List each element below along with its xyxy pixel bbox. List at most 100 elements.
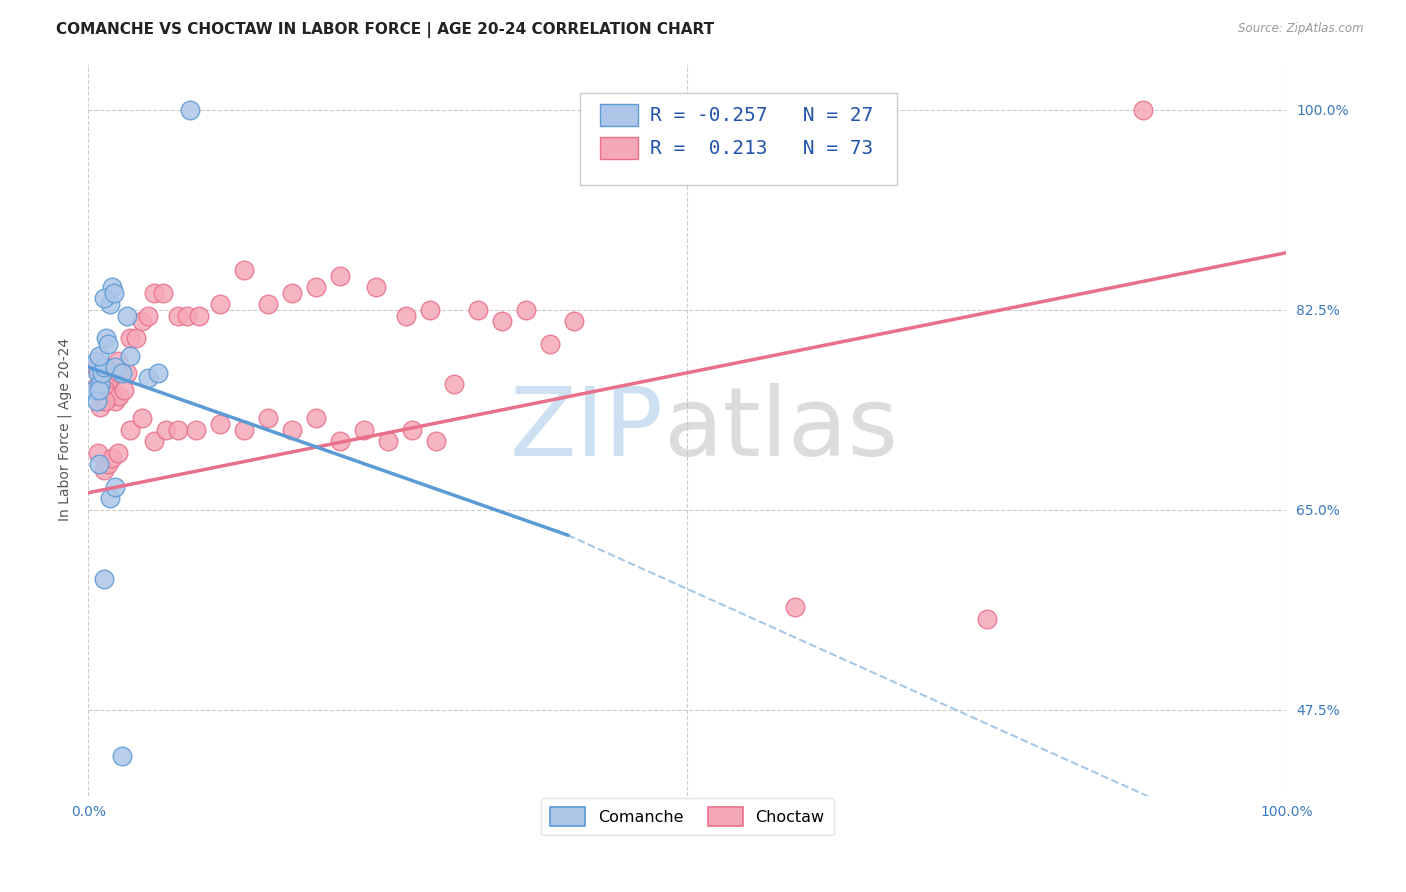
Point (785, 600, 807, 615)
Point (93, 292, 115, 306)
Point (104, 394, 127, 409)
Point (103, 285, 125, 300)
Point (562, 314, 585, 328)
Point (120, 331, 142, 345)
Point (131, 411, 153, 425)
Text: atlas: atlas (664, 384, 898, 476)
Point (104, 480, 127, 494)
Point (94, 394, 117, 409)
Point (120, 349, 142, 363)
Point (443, 377, 465, 392)
Point (112, 383, 135, 397)
Point (93, 359, 115, 374)
Point (91, 377, 114, 392)
Point (131, 314, 153, 328)
Point (664, 812, 686, 826)
Text: ZIP: ZIP (509, 384, 664, 476)
Point (152, 285, 174, 300)
Point (467, 302, 489, 317)
Point (515, 302, 537, 317)
Point (101, 451, 124, 466)
Point (101, 383, 124, 397)
Point (120, 423, 142, 437)
Point (257, 297, 280, 311)
Point (84, 354, 107, 368)
Point (419, 302, 441, 317)
Point (425, 434, 447, 449)
Point (176, 309, 198, 323)
Point (87, 366, 110, 380)
Point (98, 297, 121, 311)
Point (187, 309, 209, 323)
Point (688, 805, 710, 820)
Point (115, 309, 138, 323)
Point (155, 423, 177, 437)
Point (96, 389, 118, 403)
Point (377, 434, 399, 449)
Point (96, 377, 118, 392)
Text: R =  0.213   N = 73: R = 0.213 N = 73 (650, 138, 873, 158)
Point (305, 280, 328, 294)
Point (111, 366, 134, 380)
Point (1132, 103, 1154, 117)
Point (101, 280, 124, 294)
Text: Source: ZipAtlas.com: Source: ZipAtlas.com (1239, 22, 1364, 36)
Point (364, 280, 387, 294)
Point (98, 389, 121, 403)
Point (96, 337, 118, 351)
Point (93, 359, 115, 374)
Bar (600, 137, 638, 159)
Point (111, 748, 134, 763)
Point (107, 446, 129, 460)
Point (89, 377, 111, 392)
Point (87, 377, 110, 392)
Point (167, 309, 190, 323)
Point (401, 423, 423, 437)
Point (115, 366, 138, 380)
Point (98, 491, 121, 506)
Point (93, 463, 115, 477)
Point (281, 423, 304, 437)
Point (491, 314, 513, 328)
Point (233, 423, 256, 437)
Point (136, 371, 159, 385)
Point (329, 268, 352, 283)
Point (96, 457, 118, 471)
Point (83, 383, 105, 397)
Point (89, 366, 111, 380)
Point (281, 285, 304, 300)
Point (89, 349, 111, 363)
Point (90, 366, 112, 380)
Point (104, 359, 127, 374)
Point (146, 366, 169, 380)
Point (94, 383, 117, 397)
Text: COMANCHE VS CHOCTAW IN LABOR FORCE | AGE 20-24 CORRELATION CHART: COMANCHE VS CHOCTAW IN LABOR FORCE | AGE… (56, 22, 714, 38)
Point (167, 423, 190, 437)
Point (353, 423, 375, 437)
Point (233, 263, 256, 277)
Point (93, 572, 115, 586)
Bar (600, 104, 638, 127)
Point (395, 309, 418, 323)
Point (976, 611, 998, 625)
Point (257, 411, 280, 425)
Y-axis label: In Labor Force | Age 20-24: In Labor Force | Age 20-24 (58, 338, 72, 522)
Point (96, 331, 118, 345)
Point (84, 359, 107, 374)
Point (329, 434, 352, 449)
Point (89, 400, 111, 414)
Point (87, 446, 110, 460)
Point (107, 354, 129, 368)
Point (103, 389, 125, 403)
Point (86, 394, 108, 409)
Point (89, 383, 111, 397)
Point (209, 417, 232, 432)
Point (143, 434, 166, 449)
Point (125, 331, 148, 345)
Legend: Comanche, Choctaw: Comanche, Choctaw (541, 797, 834, 835)
Point (89, 457, 111, 471)
Point (108, 389, 131, 403)
Point (179, 103, 201, 117)
Point (305, 411, 328, 425)
FancyBboxPatch shape (579, 94, 897, 185)
